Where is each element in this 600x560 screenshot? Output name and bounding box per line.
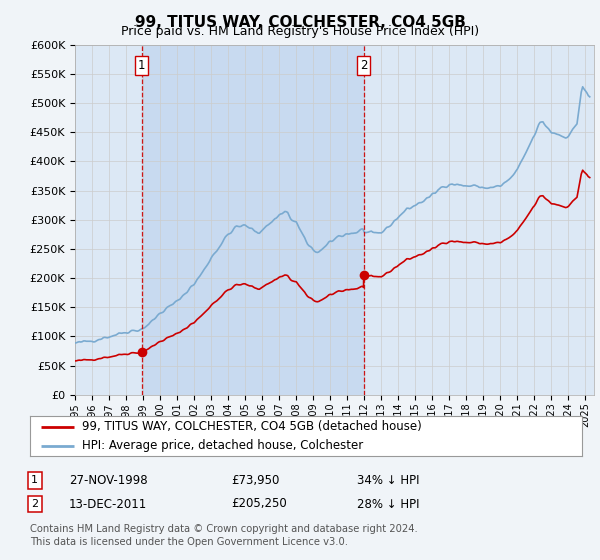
Text: 2: 2 bbox=[31, 499, 38, 509]
Text: 2: 2 bbox=[360, 59, 367, 72]
Text: 34% ↓ HPI: 34% ↓ HPI bbox=[357, 474, 419, 487]
Text: £73,950: £73,950 bbox=[231, 474, 280, 487]
Text: £205,250: £205,250 bbox=[231, 497, 287, 511]
Text: 13-DEC-2011: 13-DEC-2011 bbox=[69, 497, 147, 511]
Text: 99, TITUS WAY, COLCHESTER, CO4 5GB (detached house): 99, TITUS WAY, COLCHESTER, CO4 5GB (deta… bbox=[82, 421, 422, 433]
Text: 28% ↓ HPI: 28% ↓ HPI bbox=[357, 497, 419, 511]
Bar bbox=[142, 45, 364, 395]
Text: 1: 1 bbox=[138, 59, 145, 72]
Text: 27-NOV-1998: 27-NOV-1998 bbox=[69, 474, 148, 487]
Text: This data is licensed under the Open Government Licence v3.0.: This data is licensed under the Open Gov… bbox=[30, 537, 348, 547]
Text: 99, TITUS WAY, COLCHESTER, CO4 5GB: 99, TITUS WAY, COLCHESTER, CO4 5GB bbox=[134, 15, 466, 30]
Text: HPI: Average price, detached house, Colchester: HPI: Average price, detached house, Colc… bbox=[82, 439, 364, 452]
Text: Price paid vs. HM Land Registry's House Price Index (HPI): Price paid vs. HM Land Registry's House … bbox=[121, 25, 479, 38]
Text: 1: 1 bbox=[31, 475, 38, 486]
Text: Contains HM Land Registry data © Crown copyright and database right 2024.: Contains HM Land Registry data © Crown c… bbox=[30, 524, 418, 534]
